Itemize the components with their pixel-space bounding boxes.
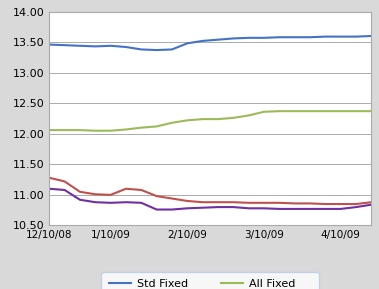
All Variable: [262, 207, 266, 210]
All Fixed: [308, 110, 312, 113]
Std Fixed: [47, 43, 52, 46]
Line: All Variable: All Variable: [49, 189, 371, 210]
All Fixed: [354, 110, 359, 113]
Std Fixed: [108, 44, 113, 47]
All Variable: [216, 205, 220, 209]
Std Variable: [308, 202, 312, 205]
Std Fixed: [277, 36, 282, 39]
Std Variable: [139, 188, 144, 192]
Std Variable: [78, 190, 82, 194]
All Fixed: [216, 117, 220, 121]
All Fixed: [262, 110, 266, 114]
Std Variable: [246, 201, 251, 205]
Std Variable: [185, 199, 190, 203]
All Fixed: [246, 114, 251, 117]
All Fixed: [323, 110, 328, 113]
All Variable: [293, 207, 297, 211]
All Variable: [338, 207, 343, 211]
All Variable: [124, 201, 128, 204]
All Variable: [246, 207, 251, 210]
All Fixed: [124, 128, 128, 131]
Std Fixed: [93, 45, 97, 48]
Std Variable: [338, 202, 343, 206]
All Fixed: [200, 117, 205, 121]
Line: All Fixed: All Fixed: [49, 111, 371, 131]
Std Variable: [154, 194, 159, 198]
All Variable: [369, 203, 374, 206]
All Variable: [323, 207, 328, 211]
All Fixed: [108, 129, 113, 132]
Std Fixed: [293, 36, 297, 39]
Std Variable: [216, 201, 220, 204]
All Variable: [154, 208, 159, 211]
All Variable: [231, 205, 236, 209]
All Fixed: [293, 110, 297, 113]
Std Variable: [47, 176, 52, 179]
Line: Std Fixed: Std Fixed: [49, 36, 371, 50]
Std Fixed: [62, 43, 67, 47]
Std Fixed: [154, 48, 159, 52]
All Variable: [354, 205, 359, 209]
Std Fixed: [185, 42, 190, 45]
All Fixed: [154, 125, 159, 128]
Std Variable: [62, 180, 67, 183]
Std Fixed: [338, 35, 343, 38]
Std Fixed: [200, 39, 205, 42]
All Fixed: [62, 128, 67, 132]
All Variable: [62, 188, 67, 192]
Std Variable: [354, 202, 359, 206]
All Fixed: [93, 129, 97, 132]
Std Fixed: [323, 35, 328, 38]
Std Variable: [170, 197, 174, 200]
Std Variable: [323, 202, 328, 206]
All Fixed: [277, 110, 282, 113]
Std Variable: [108, 193, 113, 197]
All Fixed: [185, 118, 190, 122]
All Variable: [277, 207, 282, 211]
All Fixed: [47, 128, 52, 132]
Std Fixed: [231, 37, 236, 40]
Std Variable: [262, 201, 266, 205]
Std Variable: [124, 187, 128, 190]
Std Fixed: [170, 48, 174, 51]
Legend: Std Fixed, Std Variable, All Fixed, All Variable: Std Fixed, Std Variable, All Fixed, All …: [102, 272, 319, 289]
Std Variable: [231, 201, 236, 204]
Std Variable: [93, 192, 97, 196]
Std Fixed: [139, 48, 144, 51]
All Variable: [170, 208, 174, 211]
All Variable: [200, 206, 205, 210]
Std Variable: [369, 201, 374, 204]
Std Fixed: [354, 35, 359, 38]
All Variable: [185, 207, 190, 210]
All Fixed: [338, 110, 343, 113]
Std Fixed: [369, 34, 374, 38]
Std Fixed: [78, 44, 82, 47]
Std Variable: [200, 201, 205, 204]
All Variable: [139, 201, 144, 205]
All Variable: [308, 207, 312, 211]
Line: Std Variable: Std Variable: [49, 178, 371, 204]
Std Fixed: [124, 45, 128, 49]
Std Fixed: [246, 36, 251, 40]
Std Variable: [277, 201, 282, 205]
All Variable: [47, 187, 52, 190]
All Fixed: [139, 126, 144, 129]
All Fixed: [231, 116, 236, 120]
All Variable: [78, 198, 82, 201]
All Fixed: [369, 110, 374, 113]
Std Fixed: [262, 36, 266, 40]
Std Variable: [293, 202, 297, 205]
All Fixed: [78, 128, 82, 132]
All Variable: [93, 201, 97, 204]
All Variable: [108, 201, 113, 205]
All Fixed: [170, 121, 174, 125]
Std Fixed: [308, 36, 312, 39]
Std Fixed: [216, 38, 220, 41]
